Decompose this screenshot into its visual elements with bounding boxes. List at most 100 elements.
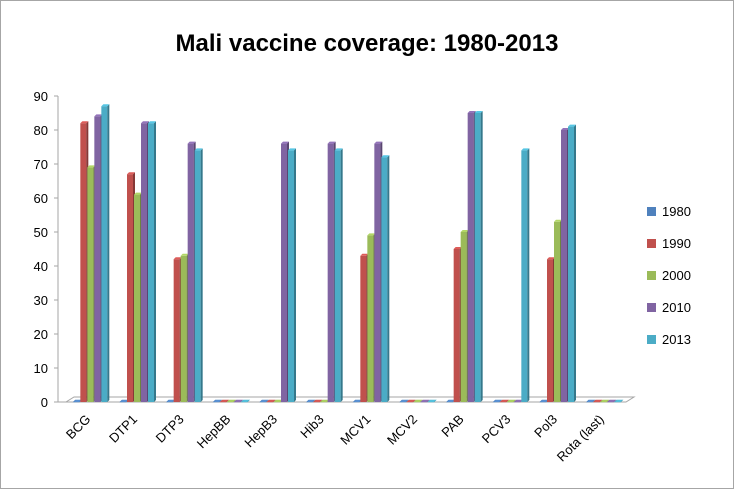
- bar-front: [141, 123, 147, 402]
- bar-side: [294, 148, 296, 402]
- y-tick-label: 70: [34, 157, 48, 172]
- y-tick-label: 50: [34, 225, 48, 240]
- bar-front: [195, 150, 201, 402]
- x-tick-label: PCV3: [479, 412, 514, 447]
- x-tick-label: Pol3: [531, 412, 560, 441]
- x-tick-label: DTP1: [106, 412, 140, 446]
- bar-front: [568, 127, 574, 402]
- bar: [461, 230, 469, 402]
- bar: [288, 148, 296, 402]
- bar: [281, 142, 289, 402]
- bar: [521, 148, 529, 402]
- bar: [381, 155, 389, 402]
- bar-front: [101, 106, 107, 402]
- legend-item: 2000: [647, 268, 691, 283]
- x-tick-label: Hib3: [297, 412, 327, 442]
- bar: [561, 128, 569, 402]
- bar-front: [381, 157, 387, 402]
- bar-front: [80, 123, 86, 402]
- bar: [101, 104, 109, 402]
- x-tick-label: MCV2: [384, 412, 420, 448]
- bar: [374, 142, 382, 402]
- bar-front: [554, 222, 560, 402]
- bar: [554, 220, 562, 402]
- bar-front: [328, 144, 334, 402]
- bar: [181, 254, 189, 402]
- bar: [360, 254, 368, 402]
- bar-front: [174, 259, 180, 402]
- bar: [141, 121, 149, 402]
- bar: [188, 142, 196, 402]
- y-tick-label: 60: [34, 191, 48, 206]
- bar: [328, 142, 336, 402]
- legend-swatch: [647, 335, 656, 344]
- bar-front: [374, 144, 380, 402]
- bar-front: [288, 150, 294, 402]
- bar-side: [341, 148, 343, 402]
- bar: [335, 148, 343, 402]
- bar-front: [468, 113, 474, 402]
- bar: [148, 121, 156, 402]
- bar-front: [127, 174, 133, 402]
- legend-item: 2013: [647, 332, 691, 347]
- bar-side: [574, 125, 576, 402]
- legend-item: 2010: [647, 300, 691, 315]
- bar: [134, 193, 142, 402]
- bar-side: [154, 121, 156, 402]
- bar-front: [561, 130, 567, 402]
- legend-swatch: [647, 207, 656, 216]
- bar-front: [188, 144, 194, 402]
- y-tick-label: 90: [34, 89, 48, 104]
- bar-side: [481, 111, 483, 402]
- bar-front: [461, 232, 467, 402]
- bar: [475, 111, 483, 402]
- legend-label: 2000: [662, 268, 691, 283]
- bar: [195, 148, 203, 402]
- y-axis: 0 10 20 30 40 50 60 70 80 90: [34, 89, 66, 410]
- x-tick-label: HepBB: [194, 412, 234, 452]
- y-tick-label: 0: [41, 395, 48, 410]
- bar-front: [547, 259, 553, 402]
- x-tick-label: BCG: [63, 412, 94, 443]
- bar-front: [454, 249, 460, 402]
- y-tick-label: 10: [34, 361, 48, 376]
- bar: [127, 172, 135, 402]
- bar-front: [360, 256, 366, 402]
- bar-front: [181, 256, 187, 402]
- x-tick-label: PAB: [438, 412, 466, 440]
- bar-side: [201, 148, 203, 402]
- legend-swatch: [647, 271, 656, 280]
- bar-front: [148, 123, 154, 402]
- bar-front: [335, 150, 341, 402]
- bars: [73, 104, 622, 402]
- bar-side: [527, 148, 529, 402]
- legend-label: 2010: [662, 300, 691, 315]
- x-tick-label: Rota (last): [554, 412, 607, 465]
- x-tick-label: HepB3: [241, 412, 280, 451]
- bar: [454, 247, 462, 402]
- bar: [568, 125, 576, 402]
- bar-front: [94, 116, 100, 402]
- bar-side: [387, 155, 389, 402]
- bar: [94, 114, 102, 402]
- y-tick-label: 20: [34, 327, 48, 342]
- bar: [87, 165, 95, 402]
- x-tick-label: DTP3: [153, 412, 187, 446]
- y-tick-label: 40: [34, 259, 48, 274]
- bar: [174, 257, 182, 402]
- bar-front: [87, 167, 93, 402]
- legend-label: 1980: [662, 204, 691, 219]
- bar-front: [521, 150, 527, 402]
- bar-front: [281, 144, 287, 402]
- legend-label: 2013: [662, 332, 691, 347]
- bar-front: [367, 235, 373, 402]
- legend: 1980 1990 2000 2010 2013: [647, 204, 691, 347]
- y-tick-label: 80: [34, 123, 48, 138]
- legend-swatch: [647, 239, 656, 248]
- legend-item: 1990: [647, 236, 691, 251]
- bar-side: [107, 104, 109, 402]
- bar: [547, 257, 555, 402]
- legend-label: 1990: [662, 236, 691, 251]
- x-axis-labels: BCG DTP1 DTP3 HepBB HepB3 Hib3 MCV1 MCV2 PAB PCV3…: [63, 412, 607, 465]
